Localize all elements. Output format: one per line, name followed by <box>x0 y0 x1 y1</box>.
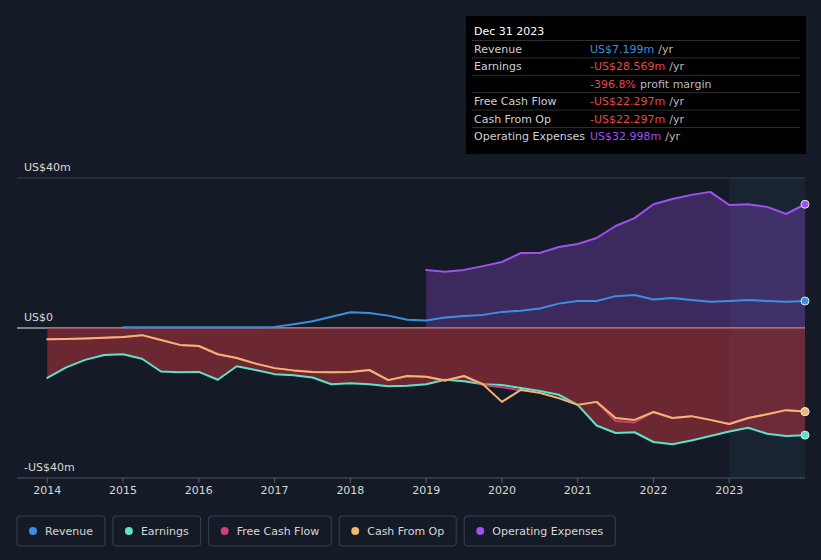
tooltip-unit: /yr <box>665 130 680 143</box>
tooltip-value: US$7.199m <box>590 43 654 56</box>
x-tick-label: 2018 <box>336 484 364 497</box>
end-dot <box>801 431 809 439</box>
tooltip-separator <box>472 127 800 128</box>
end-dots <box>801 200 809 439</box>
legend-item: Cash From Op <box>339 516 456 546</box>
tooltip-label: Revenue <box>474 43 522 56</box>
tooltip-title: Dec 31 2023 <box>474 25 544 38</box>
x-tick <box>577 478 578 483</box>
legend-swatch <box>29 527 37 535</box>
legend-box <box>339 516 456 546</box>
tooltip-value: -396.8% <box>590 78 636 91</box>
legend-box <box>209 516 332 546</box>
legend-box <box>464 516 615 546</box>
legend: Revenue Earnings Free Cash Flow Cash From O… <box>17 516 615 546</box>
tooltip-label: Free Cash Flow <box>474 95 557 108</box>
x-tick <box>198 478 199 483</box>
end-dot <box>801 297 809 305</box>
tooltip-label: Operating Expenses <box>474 130 585 143</box>
tooltip-value: -US$22.297m <box>590 113 665 126</box>
legend-label: Free Cash Flow <box>237 525 320 538</box>
grid-line <box>17 178 805 179</box>
legend-swatch <box>351 527 359 535</box>
x-tick-label: 2019 <box>412 484 440 497</box>
legend-swatch <box>221 527 229 535</box>
x-tick-label: 2015 <box>109 484 137 497</box>
tooltip-label: Earnings <box>474 60 522 73</box>
legend-box <box>17 516 105 546</box>
x-tick-label: 2022 <box>639 484 667 497</box>
legend-swatch <box>476 527 484 535</box>
x-tick <box>350 478 351 483</box>
x-tick <box>123 478 124 483</box>
legend-box <box>113 516 201 546</box>
tooltip-box <box>466 16 806 154</box>
tooltip-value: US$32.998m <box>590 130 661 143</box>
x-tick-label: 2014 <box>33 484 61 497</box>
legend-label: Operating Expenses <box>492 525 603 538</box>
operating-expenses-line <box>426 192 805 272</box>
operating-expenses-area <box>426 192 805 328</box>
legend-label: Revenue <box>45 525 93 538</box>
y-tick-label: US$40m <box>24 161 71 174</box>
free-cash-flow-line <box>47 335 805 424</box>
x-tick-label: 2021 <box>564 484 592 497</box>
x-tick <box>426 478 427 483</box>
tooltip-label: Cash From Op <box>474 113 551 126</box>
legend-item: Free Cash Flow <box>209 516 332 546</box>
legend-item: Revenue <box>17 516 105 546</box>
chart: US$40m US$0 -US$40m 2014 2015 2016 2017 2018 201… <box>0 0 821 560</box>
legend-swatch <box>125 527 133 535</box>
tooltip-value: -US$22.297m <box>590 95 665 108</box>
x-tick-label: 2020 <box>488 484 516 497</box>
y-tick-label: -US$40m <box>24 461 75 474</box>
x-tick <box>653 478 654 483</box>
tooltip-unit: profit margin <box>640 78 712 91</box>
end-dot <box>801 408 809 416</box>
x-tick <box>47 478 48 483</box>
x-tick-label: 2017 <box>261 484 289 497</box>
x-axis-line <box>17 478 805 479</box>
x-tick-label: 2016 <box>185 484 213 497</box>
tooltip: Dec 31 2023 Revenue US$7.199m/yr Earnings -U… <box>466 16 806 154</box>
x-tick <box>729 478 730 483</box>
legend-item: Earnings <box>113 516 201 546</box>
earnings-loss-fill <box>47 328 805 444</box>
grid-line <box>17 478 805 479</box>
cash-from-op-line <box>47 335 805 424</box>
y-tick-label: US$0 <box>24 311 53 324</box>
background <box>0 0 821 560</box>
tooltip-separator <box>472 92 800 93</box>
x-tick <box>274 478 275 483</box>
end-dot <box>801 408 809 416</box>
tooltip-unit: /yr <box>669 60 684 73</box>
tooltip-separator <box>472 75 800 76</box>
tooltip-unit: /yr <box>669 95 684 108</box>
earnings-line <box>47 354 805 444</box>
tooltip-value: -US$28.569m <box>590 60 665 73</box>
legend-item: Operating Expenses <box>464 516 615 546</box>
tooltip-separator <box>472 40 800 41</box>
end-dot <box>801 200 809 208</box>
tooltip-separator <box>472 110 800 111</box>
x-tick <box>501 478 502 483</box>
plot-area <box>47 192 805 444</box>
tooltip-unit: /yr <box>669 113 684 126</box>
x-tick-label: 2023 <box>715 484 743 497</box>
legend-label: Earnings <box>141 525 189 538</box>
legend-label: Cash From Op <box>367 525 444 538</box>
revenue-line <box>123 295 805 327</box>
tooltip-separator <box>472 57 800 58</box>
tooltip-unit: /yr <box>658 43 673 56</box>
